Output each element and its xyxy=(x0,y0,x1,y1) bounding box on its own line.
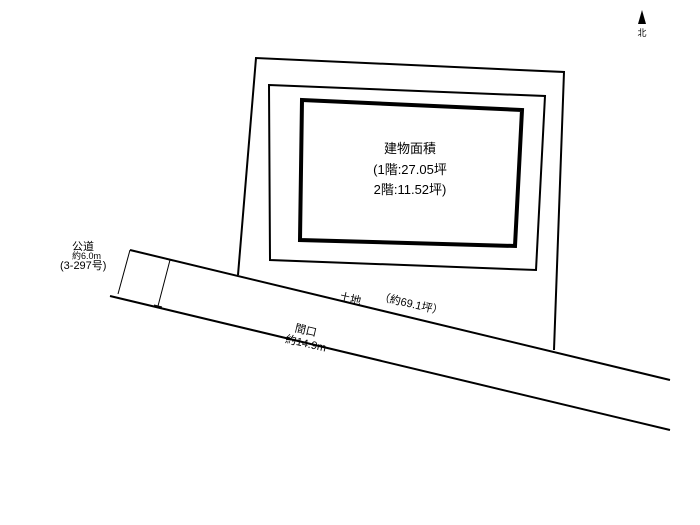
road-width-marker xyxy=(154,259,174,307)
building-floor1-label: (1階:27.05坪 xyxy=(373,162,447,177)
land-value: （約69.1坪） xyxy=(378,289,445,317)
building-title-label: 建物面積 xyxy=(384,141,436,156)
site-plan-diagram: 北 公道 約6.0m (3-297号) 土地 （約69.1坪） 間口 約14.9… xyxy=(0,0,700,525)
building-text: 建物面積 (1階:27.05坪 2階:11.52坪) xyxy=(373,141,447,197)
road-top-line xyxy=(130,250,670,380)
frontage-label-group: 間口 約14.9m xyxy=(284,322,328,355)
road-left-connector xyxy=(118,250,130,294)
road-number-label: (3-297号) xyxy=(60,259,106,272)
road-labels: 公道 約6.0m (3-297号) xyxy=(60,239,106,272)
building-floor2-label: 2階:11.52坪) xyxy=(374,182,447,197)
land-label: 土地 xyxy=(338,290,362,308)
north-label: 北 xyxy=(637,28,646,38)
road-bottom-line xyxy=(110,296,670,430)
north-indicator: 北 xyxy=(637,10,646,38)
road xyxy=(110,250,670,430)
